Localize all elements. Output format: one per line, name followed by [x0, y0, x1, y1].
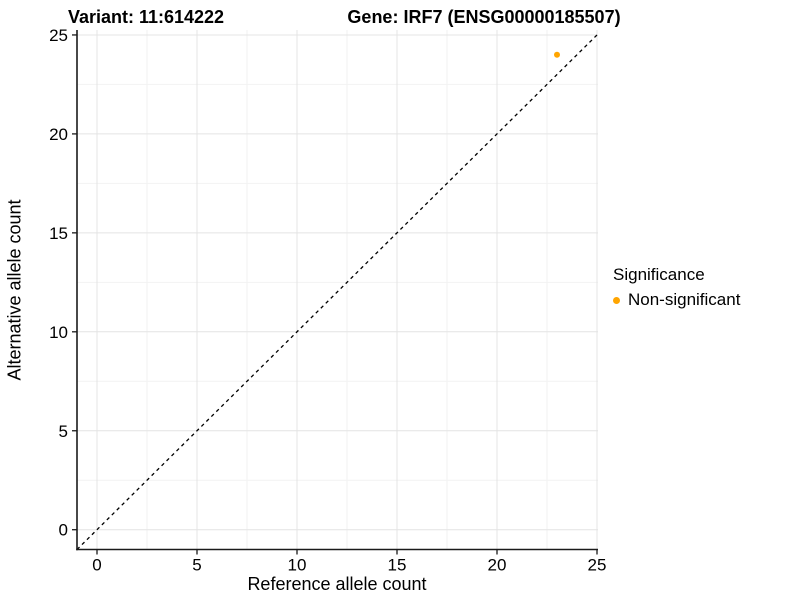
x-axis-title: Reference allele count: [247, 574, 427, 594]
y-tick-label: 5: [59, 422, 68, 441]
plot-title-variant: Variant: 11:614222: [67, 7, 225, 27]
legend-title: Significance: [613, 265, 705, 284]
legend-entry-label: Non-significant: [628, 290, 741, 309]
legend: Significance Non-significant: [613, 265, 740, 310]
y-tick-label: 20: [49, 125, 68, 144]
x-tick-label: 0: [92, 556, 101, 575]
identity-line: [76, 33, 599, 550]
x-tick-label: 25: [588, 556, 607, 575]
x-tick-label: 10: [288, 556, 307, 575]
y-tick-label: 10: [49, 323, 68, 342]
y-axis-title: Alternative allele count: [4, 199, 25, 381]
y-tick-label: 15: [49, 224, 68, 243]
y-tick-label: 25: [49, 26, 68, 45]
x-tick-label: 15: [388, 556, 407, 575]
data-point: [554, 51, 560, 58]
y-tick-label: 0: [59, 521, 68, 540]
plot-title-gene: Gene: IRF7 (ENSG00000185507): [347, 7, 621, 27]
x-tick-label: 20: [488, 556, 507, 575]
legend-point-icon: [613, 296, 620, 304]
x-tick-label: 5: [192, 556, 201, 575]
legend-entry: Non-significant: [613, 290, 740, 310]
